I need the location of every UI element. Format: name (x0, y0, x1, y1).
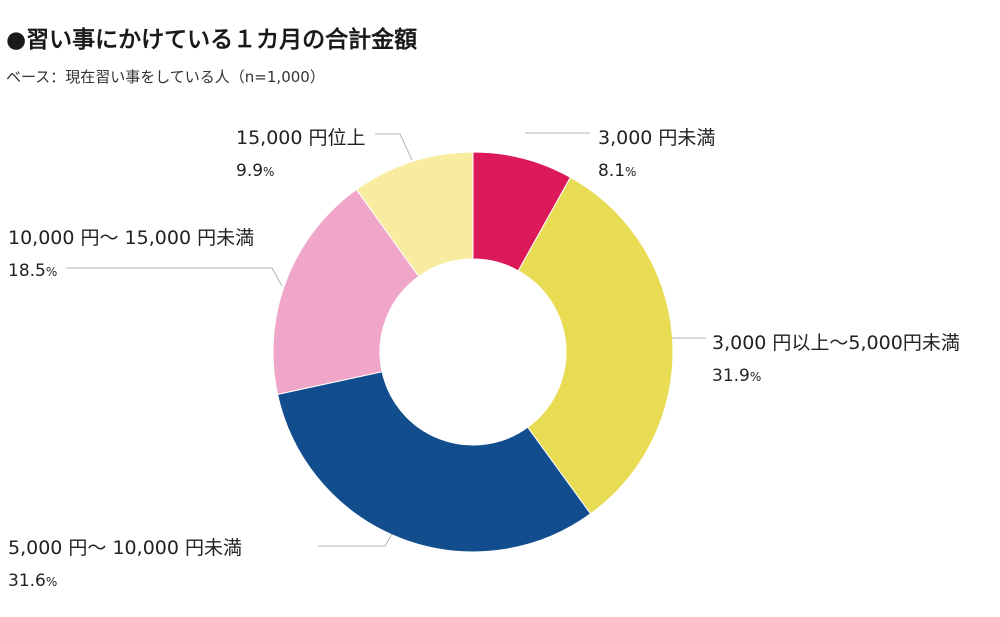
slice-label-3: 5,000 円～ 10,000 円未満 (8, 537, 242, 559)
donut-slice-5 (355, 151, 474, 278)
chart-title: ●習い事にかけている１カ月の合計金額 (6, 27, 418, 53)
slice-labels: 3,000 円未満 8.1% 3,000 円以上～5,000円未満 31.9% 5,00… (8, 127, 960, 591)
slice-label-1: 3,000 円未満 (598, 127, 715, 149)
leader-line-3 (318, 533, 393, 547)
chart-subtitle: ベース：現在習い事をしている人（n=1,000） (6, 68, 325, 86)
donut-slice-3 (276, 371, 592, 553)
leader-line-5 (375, 133, 413, 161)
slice-value-2: 31.9% (712, 366, 761, 386)
leader-line-4 (66, 267, 283, 287)
slice-label-5: 15,000 円位上 (236, 127, 366, 149)
donut-slice-4 (272, 188, 420, 395)
slice-label-2: 3,000 円以上～5,000円未満 (712, 332, 960, 354)
slice-label-4: 10,000 円～ 15,000 円未満 (8, 227, 254, 249)
slice-value-1: 8.1% (598, 161, 636, 181)
donut-slice-2 (517, 176, 674, 515)
slice-value-4: 18.5% (8, 261, 57, 281)
slice-value-3: 31.6% (8, 571, 57, 591)
leader-lines (66, 132, 706, 547)
slice-value-5: 9.9% (236, 161, 274, 181)
donut-slices (272, 151, 674, 553)
